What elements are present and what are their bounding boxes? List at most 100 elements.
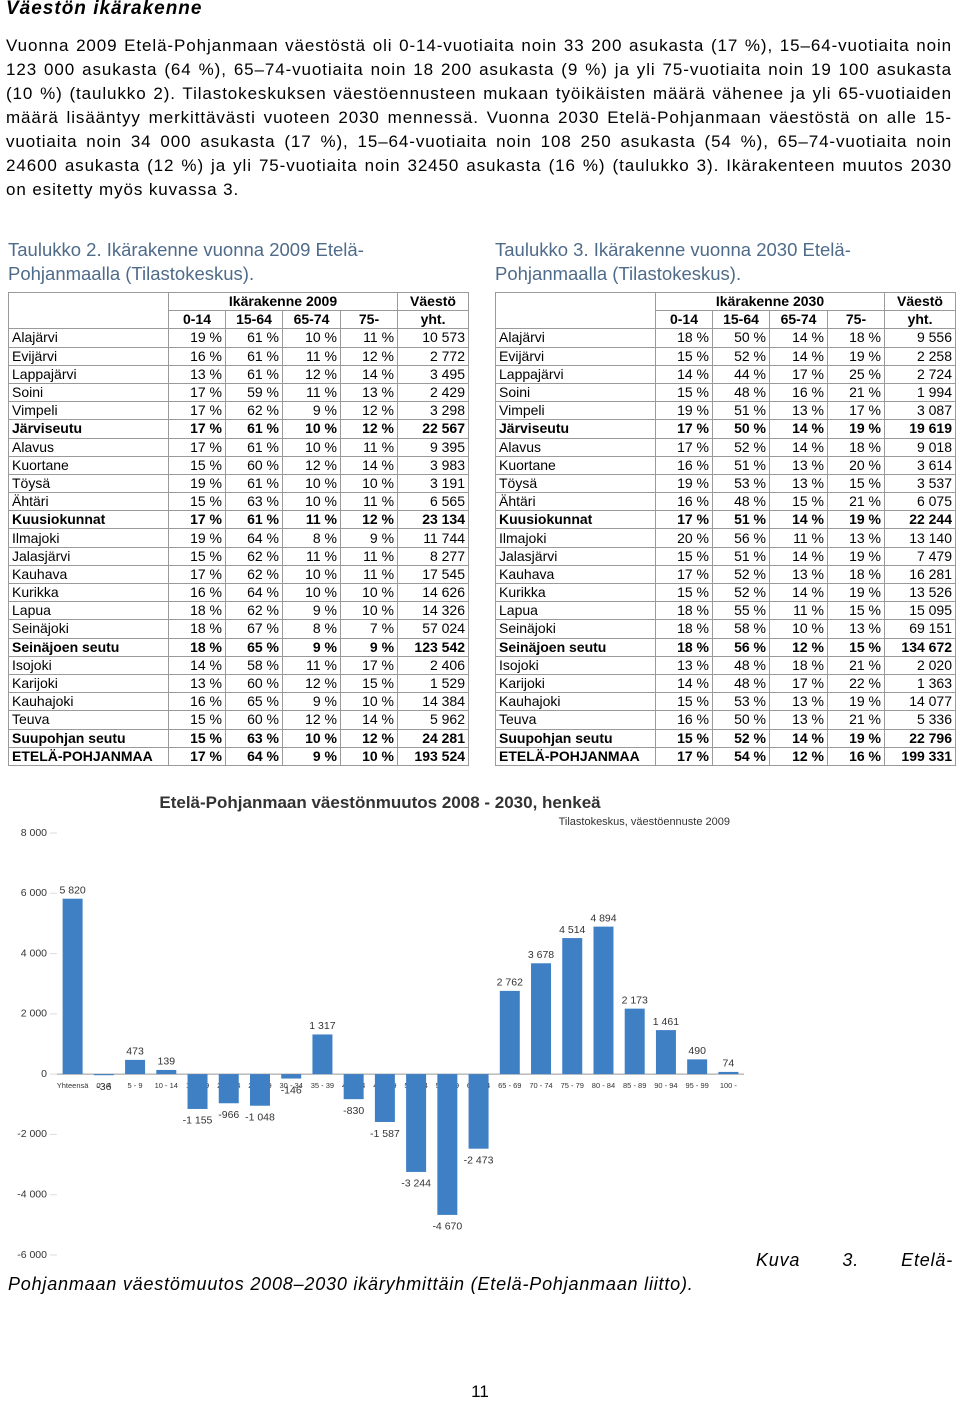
table-row: Karijoki 14 % 48 % 17 % 22 % 1 363 (495, 673, 957, 694)
number-cell: 18 % (655, 328, 713, 348)
chart-subtitle: Tilastokeskus, väestöennuste 2009 (559, 816, 730, 828)
number-cell: 10 % (282, 728, 341, 748)
number-cell: 61 % (225, 328, 283, 348)
caption: Kuva 3. Etelä-Pohjanmaan väestömuutos 20… (8, 1250, 953, 1294)
table-row: Evijärvi 16 % 61 % 11 % 12 % 2 772 (8, 346, 470, 366)
table-row: Teuva 16 % 50 % 13 % 21 % 5 336 (495, 710, 957, 730)
bar (374, 1074, 395, 1122)
number-cell: 44 % (712, 364, 770, 384)
header-row: 0-14 15-64 65-74 75- yht. (8, 310, 470, 330)
number-cell: 10 % (282, 582, 341, 603)
number-cell: 56 % (712, 528, 770, 548)
name-cell: Lapua (8, 601, 169, 621)
number-cell: 16 % (168, 346, 226, 366)
number-cell: 60 % (225, 673, 283, 694)
table-row: Kurikka 16 % 64 % 10 % 10 % 14 626 (8, 582, 470, 603)
number-cell: 1 529 (397, 673, 470, 694)
number-cell: 48 % (712, 655, 770, 675)
table-row: Lapua 18 % 55 % 11 % 15 % 15 095 (495, 601, 957, 621)
bar (281, 1074, 302, 1079)
bar (531, 963, 552, 1075)
number-cell: 16 % (168, 582, 226, 603)
name-cell: Seinäjoen seutu (8, 637, 169, 657)
number-cell: 17 % (168, 564, 226, 585)
header-cell: yht. (397, 310, 470, 330)
name-cell: Lappajärvi (495, 364, 656, 384)
name-cell: Kauhajoki (8, 692, 169, 712)
value-label: 139 (158, 1056, 176, 1068)
value-label: -146 (281, 1084, 302, 1096)
x-tick-label: 35 - 39 (311, 1081, 334, 1090)
number-cell: 67 % (225, 619, 283, 639)
table-row: Kauhajoki 16 % 65 % 9 % 10 % 14 384 (8, 692, 470, 712)
number-cell: 13 % (168, 364, 226, 384)
value-label: 473 (126, 1046, 144, 1058)
number-cell: 14 % (769, 346, 828, 366)
name-cell: Kurikka (495, 582, 656, 603)
table-row: Töysä 19 % 53 % 13 % 15 % 3 537 (495, 473, 957, 494)
name-cell: Kuusiokunnat (495, 510, 656, 530)
bar (562, 938, 583, 1075)
number-cell: 9 % (282, 692, 341, 712)
name-cell: Vimpeli (495, 401, 656, 421)
number-cell: 14 % (655, 364, 713, 384)
number-cell: 16 281 (884, 564, 957, 585)
table-title: Taulukko 3. Ikärakenne vuonna 2030 Etelä… (495, 239, 851, 284)
number-cell: 14 626 (397, 582, 470, 603)
number-cell: 12 % (339, 346, 399, 366)
x-tick-label: 75 - 79 (561, 1081, 584, 1090)
number-cell: 61 % (225, 510, 283, 530)
number-cell: 18 % (168, 601, 226, 621)
number-cell: 22 244 (884, 510, 957, 530)
number-cell: 15 % (655, 728, 713, 748)
x-tick-label: 80 - 84 (592, 1081, 615, 1090)
number-cell: 17 % (168, 401, 226, 421)
number-cell: 18 % (826, 437, 886, 457)
table-row: Kuusiokunnat 17 % 61 % 11 % 12 % 23 134 (8, 510, 470, 530)
number-cell: 22 567 (397, 419, 470, 439)
name-cell: Ilmajoki (8, 528, 169, 548)
number-cell: 2 724 (884, 364, 957, 384)
number-cell: 6 565 (397, 492, 470, 512)
number-cell: 15 % (826, 637, 886, 657)
number-cell: 17 % (826, 401, 886, 421)
bar (718, 1071, 739, 1075)
number-cell: 3 298 (397, 401, 470, 421)
number-cell: 7 479 (884, 546, 957, 566)
number-cell: 14 % (769, 510, 828, 530)
value-label: -1 155 (183, 1115, 213, 1127)
x-tick-label: 70 - 74 (529, 1081, 552, 1090)
number-cell: 21 % (826, 710, 886, 730)
number-cell: 62 % (225, 601, 283, 621)
bar (187, 1074, 208, 1109)
value-label: 5 820 (59, 884, 85, 896)
bar (156, 1069, 177, 1075)
name-cell: Jalasjärvi (495, 546, 656, 566)
value-label: -4 670 (432, 1221, 462, 1233)
number-cell: 11 % (339, 437, 399, 457)
number-cell: 15 % (168, 546, 226, 566)
heading: Väestön ikärakenne (6, 0, 203, 19)
value-label: -3 244 (401, 1178, 431, 1190)
number-cell: 8 % (282, 528, 341, 548)
number-cell: 53 % (712, 473, 770, 494)
x-tick-label: 65 - 69 (498, 1081, 521, 1090)
bar (655, 1030, 676, 1075)
header-cell (8, 310, 169, 330)
name-cell: Karijoki (8, 673, 169, 694)
table-row: Vimpeli 17 % 62 % 9 % 12 % 3 298 (8, 401, 470, 421)
number-cell: 15 % (655, 346, 713, 366)
number-cell: 13 % (339, 382, 399, 403)
table-row: Kuusiokunnat 17 % 51 % 14 % 19 % 22 244 (495, 510, 957, 530)
table-row: Seinäjoki 18 % 58 % 10 % 13 % 69 151 (495, 619, 957, 639)
number-cell: 13 526 (884, 582, 957, 603)
table-row: Ilmajoki 20 % 56 % 11 % 13 % 13 140 (495, 528, 957, 548)
number-cell: 17 % (655, 510, 713, 530)
number-cell: 10 % (339, 746, 399, 766)
y-tick-label: 0 (41, 1068, 47, 1080)
number-cell: 51 % (712, 455, 770, 475)
header-cell: Ikärakenne 2009 (167, 291, 399, 312)
table-row: Lappajärvi 14 % 44 % 17 % 25 % 2 724 (495, 364, 957, 384)
table-row: Isojoki 13 % 48 % 18 % 21 % 2 020 (495, 655, 957, 675)
number-cell: 59 % (225, 382, 283, 403)
